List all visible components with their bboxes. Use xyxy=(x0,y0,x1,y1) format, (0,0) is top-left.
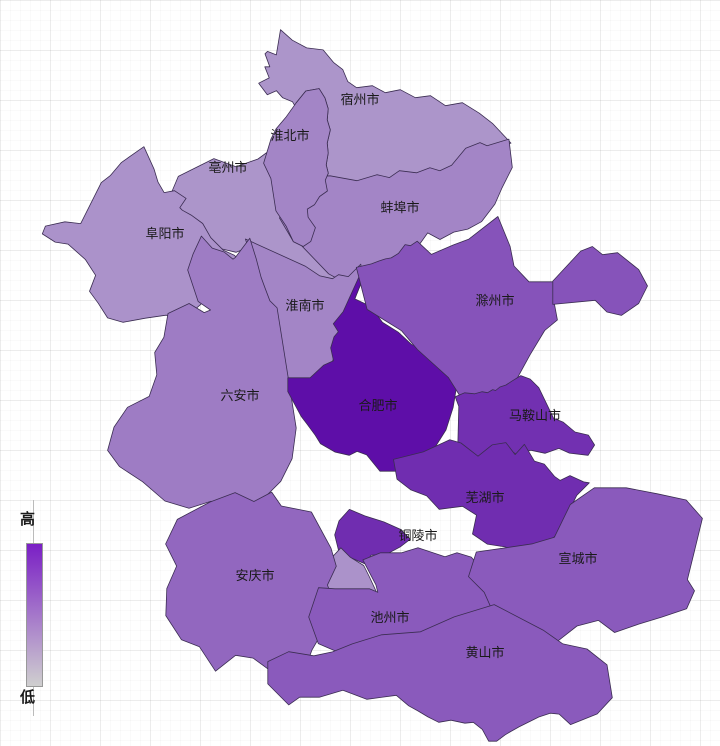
svg-text:六安市: 六安市 xyxy=(220,388,259,403)
svg-text:宣城市: 宣城市 xyxy=(558,551,597,566)
svg-text:马鞍山市: 马鞍山市 xyxy=(509,408,561,423)
svg-text:芜湖市: 芜湖市 xyxy=(465,490,504,505)
svg-text:亳州市: 亳州市 xyxy=(208,160,247,175)
svg-text:蚌埠市: 蚌埠市 xyxy=(380,200,419,215)
svg-text:黄山市: 黄山市 xyxy=(465,645,504,660)
svg-text:池州市: 池州市 xyxy=(370,610,409,625)
svg-text:安庆市: 安庆市 xyxy=(235,568,274,583)
svg-text:淮北市: 淮北市 xyxy=(270,128,309,143)
svg-text:阜阳市: 阜阳市 xyxy=(145,226,184,241)
svg-text:铜陵市: 铜陵市 xyxy=(398,528,437,543)
svg-text:宿州市: 宿州市 xyxy=(340,92,379,107)
svg-text:淮南市: 淮南市 xyxy=(285,298,324,313)
svg-text:滁州市: 滁州市 xyxy=(475,293,514,308)
svg-text:合肥市: 合肥市 xyxy=(358,398,397,413)
